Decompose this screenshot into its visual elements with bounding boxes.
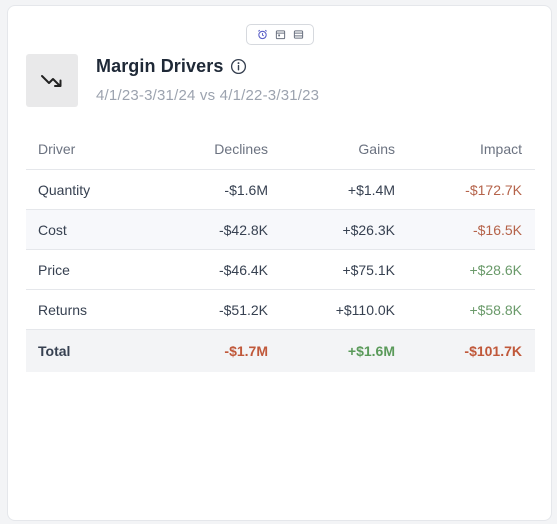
table-row: Cost -$42.8K +$26.3K -$16.5K <box>26 210 535 250</box>
declines-cell: -$51.2K <box>218 301 268 318</box>
driver-cell: Price <box>38 261 70 278</box>
total-row: Total -$1.7M +$1.6M -$101.7K <box>26 330 535 372</box>
total-label: Total <box>38 343 71 359</box>
gains-cell: +$75.1K <box>342 261 395 278</box>
page-title: Margin Drivers <box>96 56 224 76</box>
impact-cell: -$16.5K <box>472 221 522 238</box>
driver-cell: Cost <box>38 221 67 238</box>
gains-cell: +$110.0K <box>335 301 395 318</box>
column-header-driver: Driver <box>38 140 76 157</box>
info-icon[interactable] <box>229 58 247 76</box>
impact-cell: -$172.7K <box>465 181 522 198</box>
drivers-table: Driver Declines Gains Impact Quantity -$… <box>26 128 535 372</box>
margin-drivers-card: Margin Drivers 4/1/23-3/31/24 vs 4/1/22-… <box>7 5 552 521</box>
date-range-subtitle: 4/1/23-3/31/24 vs 4/1/22-3/31/23 <box>96 87 320 104</box>
declines-cell: -$1.6M <box>224 181 268 198</box>
gains-cell: +$1.4M <box>347 181 395 198</box>
calendar-icon[interactable] <box>274 28 287 41</box>
table-row: Quantity -$1.6M +$1.4M -$172.7K <box>26 170 535 210</box>
impact-cell: +$58.8K <box>469 301 522 318</box>
impact-cell: +$28.6K <box>469 261 522 278</box>
driver-cell: Quantity <box>38 181 91 198</box>
table-row: Price -$46.4K +$75.1K +$28.6K <box>26 250 535 290</box>
trend-down-icon <box>26 54 78 107</box>
driver-cell: Returns <box>38 301 88 318</box>
table-header-row: Driver Declines Gains Impact <box>26 128 535 170</box>
alarm-clock-icon[interactable] <box>256 28 269 41</box>
declines-cell: -$46.4K <box>218 261 268 278</box>
card-toolbar <box>246 24 314 45</box>
title-row: Margin Drivers <box>96 56 247 77</box>
table-row: Returns -$51.2K +$110.0K +$58.8K <box>26 290 535 330</box>
total-gains: +$1.6M <box>347 343 395 359</box>
column-header-declines: Declines <box>214 140 268 157</box>
column-header-impact: Impact <box>479 140 522 157</box>
total-impact: -$101.7K <box>464 343 522 359</box>
column-header-gains: Gains <box>358 140 395 157</box>
total-declines: -$1.7M <box>224 343 268 359</box>
declines-cell: -$42.8K <box>218 221 268 238</box>
gains-cell: +$26.3K <box>342 221 395 238</box>
window-icon[interactable] <box>292 28 305 41</box>
